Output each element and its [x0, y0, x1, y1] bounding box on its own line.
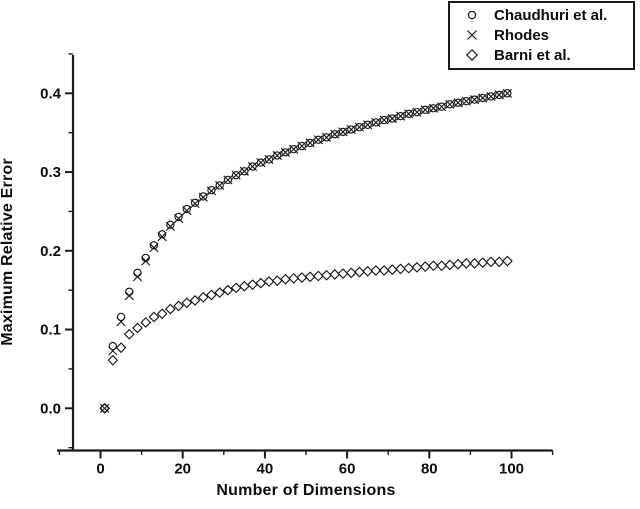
x-tick-label: 100: [499, 461, 524, 478]
x-axis-title: Number of Dimensions: [216, 482, 396, 499]
circle-marker-icon: [450, 7, 494, 23]
series-chaudhuri-et-al: [100, 89, 512, 413]
x-marker-icon: [450, 27, 494, 43]
legend-label: Chaudhuri et al.: [494, 6, 608, 24]
x-tick-label: 60: [339, 461, 356, 478]
series-barni-et-al: [99, 255, 513, 414]
axes: 0 20 40 60 80 100 0.0 0.1 0.2 0.3 0.4: [40, 53, 554, 478]
y-tick-label: 0.4: [40, 85, 62, 102]
legend-label: Barni et al.: [494, 46, 571, 64]
y-tick-label: 0.1: [40, 322, 61, 339]
legend-item-barni: Barni et al.: [450, 45, 633, 65]
data-series: [99, 88, 513, 414]
y-tick-label: 0.2: [40, 243, 61, 260]
legend-item-chaudhuri: Chaudhuri et al.: [450, 5, 633, 25]
x-tick-label: 40: [257, 461, 274, 478]
legend-label: Rhodes: [494, 26, 550, 44]
y-tick-label: 0.3: [40, 164, 61, 181]
x-tick-label: 20: [174, 461, 191, 478]
x-tick-label: 0: [96, 461, 104, 478]
legend-box: Chaudhuri et al. Rhodes Barni et al.: [448, 1, 635, 70]
diamond-marker-icon: [450, 47, 494, 63]
y-tick-label: 0.0: [40, 400, 61, 417]
legend-item-rhodes: Rhodes: [450, 25, 633, 45]
x-tick-label: 80: [421, 461, 438, 478]
series-rhodes: [100, 88, 512, 413]
y-axis-title: Maximum Relative Error: [0, 158, 16, 346]
